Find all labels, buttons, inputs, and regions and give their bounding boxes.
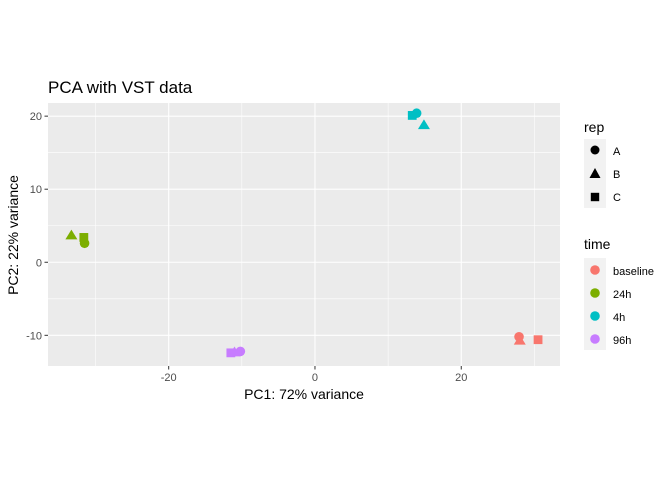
legend-rep: rep A B C: [584, 119, 621, 208]
legend-label-c: C: [613, 192, 621, 204]
legend-key-square-icon: [590, 192, 600, 202]
legend-label-24h: 24h: [613, 289, 631, 301]
y-tick-label: 20: [30, 111, 42, 123]
data-point-square: [533, 335, 543, 345]
data-point-triangle: [513, 334, 526, 345]
legend-rep-title: rep: [584, 119, 604, 135]
y-tick-label: 0: [36, 257, 42, 269]
data-point-square: [79, 233, 89, 242]
plot-panel: [48, 103, 560, 366]
data-point-triangle: [65, 229, 78, 240]
data-point-square: [407, 111, 417, 120]
data-point-circle: [79, 238, 90, 249]
y-tick-label: -10: [26, 330, 42, 342]
legend-label-baseline: baseline: [613, 266, 654, 278]
y-axis-ticks: -10 0 10 20: [26, 111, 48, 342]
legend-key-96h-icon: [590, 334, 600, 344]
legend-time-title: time: [584, 236, 611, 252]
legend-label-a: A: [613, 146, 621, 158]
x-tick-label: 0: [312, 372, 318, 384]
minor-gridlines: [48, 103, 560, 366]
data-point-triangle: [417, 119, 430, 130]
legend-time-key-background: [584, 258, 606, 350]
legend-key-triangle-icon: [589, 168, 601, 178]
data-point-circle: [411, 108, 422, 119]
legend-time: time baseline 24h 4h 96h: [584, 236, 654, 350]
x-axis-title: PC1: 72% variance: [244, 386, 364, 402]
legend-key-4h-icon: [590, 311, 600, 321]
legend-key-24h-icon: [590, 288, 600, 298]
x-tick-label: -20: [161, 372, 177, 384]
y-axis-title: PC2: 22% variance: [5, 175, 21, 295]
data-point-circle: [235, 346, 246, 357]
major-gridlines: [48, 103, 560, 366]
legend-key-circle-icon: [590, 145, 600, 155]
legend-label-b: B: [613, 169, 620, 181]
y-tick-label: 10: [30, 184, 42, 196]
legend-label-96h: 96h: [613, 335, 631, 347]
chart-title: PCA with VST data: [48, 78, 193, 97]
legend-label-4h: 4h: [613, 312, 625, 324]
data-points: [65, 108, 543, 358]
legend-key-baseline-icon: [590, 265, 600, 275]
x-axis-ticks: -20 0 20: [161, 366, 467, 384]
x-tick-label: 20: [455, 372, 467, 384]
